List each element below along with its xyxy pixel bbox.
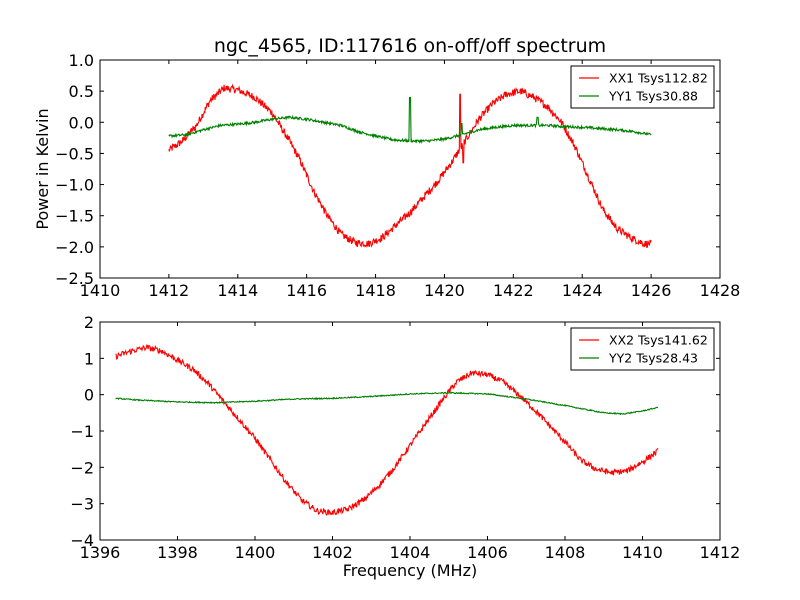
x-tick-label: 1420 [424, 281, 465, 300]
y-tick-label: 0 [84, 386, 94, 405]
y-tick-label: −3 [70, 495, 94, 514]
x-tick-label: 1398 [157, 543, 198, 562]
chart-title: ngc_4565, ID:117616 on-off/off spectrum [214, 35, 606, 57]
legend-entry: YY1 Tsys30.88 [608, 89, 698, 104]
chart-panel-2: 1396 1398 1400 1402 1404 1406 1408 1410 1412 2 1 0 −… [70, 313, 740, 580]
y-tick-label: −4 [70, 531, 94, 550]
y-tick-label: −2.0 [55, 238, 94, 257]
legend-box [570, 327, 715, 371]
y-tick-label: 0.5 [69, 82, 94, 101]
x-tick-label: 1418 [355, 281, 396, 300]
x-axis-label: Frequency (MHz) [343, 561, 477, 580]
legend-entry: XX2 Tsys141.62 [609, 333, 708, 348]
x-tick-label: 1416 [286, 281, 327, 300]
y-tick-label: −1 [70, 422, 94, 441]
y-tick-label: −0.5 [55, 144, 94, 163]
series-line-2-1 [115, 344, 659, 516]
x-tick-label: 1410 [80, 281, 121, 300]
y-axis-label: Power in Kelvin [33, 108, 52, 229]
legend: XX2 Tsys141.62 YY2 Tsys28.43 [570, 327, 715, 371]
x-tick-label: 1428 [700, 281, 741, 300]
x-tick-label: 1400 [235, 543, 276, 562]
legend-entry: XX1 Tsys112.82 [609, 71, 708, 86]
x-tick-label: 1410 [622, 543, 663, 562]
plot-frame [99, 59, 721, 279]
x-tick-label: 1402 [312, 543, 353, 562]
x-tick-label: 1424 [562, 281, 603, 300]
y-tick-label: 1 [84, 349, 94, 368]
x-tick-label: 1408 [545, 543, 586, 562]
series-line-1-1 [168, 83, 652, 249]
legend: XX1 Tsys112.82 YY1 Tsys30.88 [570, 65, 715, 109]
y-tick-label: −2 [70, 458, 94, 477]
y-tick-label: 1.0 [69, 51, 94, 70]
y-tick-label: −1.0 [55, 176, 94, 195]
y-tick-label: −1.5 [55, 207, 94, 226]
x-tick-label: 1404 [390, 543, 431, 562]
legend-entry: YY2 Tsys28.43 [608, 351, 698, 366]
x-tick-label: 1406 [467, 543, 508, 562]
series-line-1-2 [168, 96, 652, 145]
series-line-2-2 [115, 391, 659, 416]
x-tick-label: 1412 [700, 543, 741, 562]
y-tick-label: −2.5 [55, 269, 94, 288]
x-tick-label: 1422 [493, 281, 534, 300]
x-tick-label: 1412 [149, 281, 190, 300]
x-tick-label: 1426 [631, 281, 672, 300]
x-tick-label: 1396 [80, 543, 121, 562]
y-tick-label: 0.0 [69, 113, 94, 132]
chart-panel-1: 1410 1412 1414 1416 1418 1420 1422 1424 1426 1428… [33, 35, 740, 300]
y-tick-label: 2 [84, 313, 94, 332]
legend-box [570, 65, 715, 109]
x-tick-label: 1414 [217, 281, 258, 300]
